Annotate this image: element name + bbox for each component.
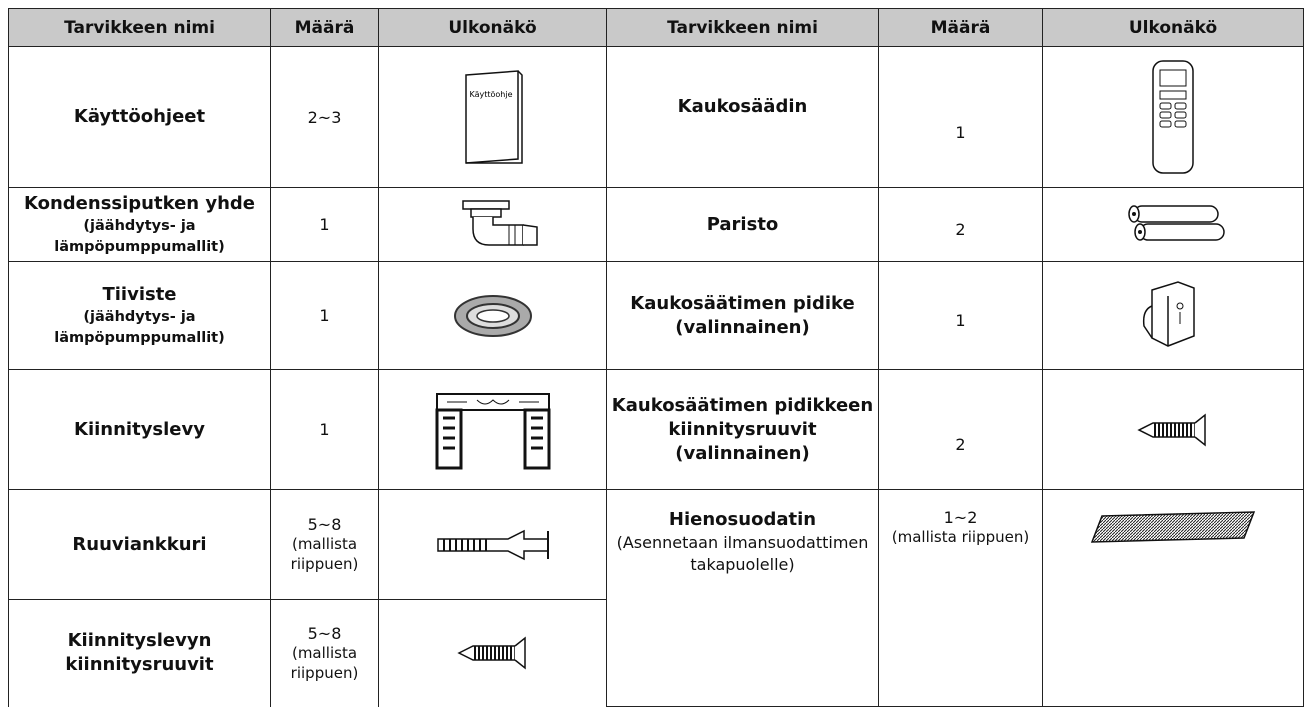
row: Kondenssiputken yhde (jäähdytys- ja lämpö…: [8, 187, 1304, 262]
header-row: Tarvikkeen nimi Määrä Ulkonäkö Tarvikkee…: [8, 8, 1304, 47]
item-name: Kiinnityslevyn kiinnitysruuvit: [65, 630, 214, 676]
seal-icon: [453, 294, 532, 337]
item-name: Kaukosäädin: [677, 96, 808, 117]
item-note: (jäähdytys- ja lämpöpumppumallit): [54, 308, 225, 346]
row: Ruuviankkuri 5~8 (mallista riippuen) Hien…: [8, 489, 1304, 707]
header-cell: Määrä: [270, 8, 379, 47]
booklet-icon: Käyttöohje: [464, 70, 523, 164]
item-name: Käyttöohjeet: [73, 106, 206, 127]
item-name: Kaukosäätimen pidike (valinnainen): [630, 292, 855, 338]
row: Kiinnityslevyn kiinnitysruuvit 5~8 (malli…: [8, 599, 1304, 707]
holder-icon: [1142, 280, 1195, 347]
quantity-note: (mallista riippuen): [290, 535, 359, 573]
quantity: 2~3: [307, 107, 342, 127]
item-name: Kaukosäätimen pidikkeen kiinnitysruuvit …: [611, 394, 874, 464]
accessory-table: Tarvikkeen nimi Määrä Ulkonäkö Tarvikkee…: [8, 8, 1304, 707]
row: Tiiviste (jäähdytys- ja lämpöpumppumallit…: [8, 261, 1304, 370]
remote-icon: [1152, 60, 1194, 174]
item-name: Kiinnityslevy: [74, 418, 205, 440]
screw-icon: [1137, 412, 1206, 447]
quantity: 5~8: [307, 515, 342, 534]
header-cell: Määrä: [878, 8, 1043, 47]
quantity: 1: [319, 215, 330, 234]
item-name: Ruuviankkuri: [72, 533, 207, 555]
item-note: (Asennetaan ilmansuodattimen takapuolell…: [616, 533, 869, 574]
screw-icon: [456, 636, 526, 670]
item-name: Hienosuodatin: [668, 509, 817, 530]
quantity: 1: [955, 122, 966, 142]
quantity-note: (mallista riippuen): [290, 643, 359, 682]
quantity-note: (mallista riippuen): [891, 528, 1030, 546]
item-name: Kondenssiputken yhde: [23, 192, 256, 214]
filter-icon: [1090, 511, 1256, 543]
quantity: 1: [319, 306, 330, 325]
item-note: (jäähdytys- ja lämpöpumppumallit): [54, 217, 225, 255]
pipe-connector-icon: [461, 199, 538, 246]
mounting-plate-icon: [435, 392, 550, 469]
header-cell: Ulkonäkö: [378, 8, 607, 47]
header-cell: Tarvikkeen nimi: [8, 8, 271, 47]
item-name: Tiiviste: [102, 283, 177, 305]
booklet-label: Käyttöohje: [469, 90, 512, 99]
quantity: 2: [955, 220, 966, 239]
row: Kiinnityslevy 1 Kaukosäätimen pidikkeen …: [8, 369, 1304, 490]
header-cell: Tarvikkeen nimi: [606, 8, 879, 47]
header-cell: Ulkonäkö: [1042, 8, 1304, 47]
quantity: 2: [955, 435, 966, 454]
quantity: 5~8: [307, 623, 342, 643]
quantity: 1: [319, 420, 330, 439]
quantity: 1~2: [943, 508, 978, 527]
anchor-icon: [436, 529, 549, 560]
battery-icon: [1128, 204, 1225, 241]
quantity: 1: [955, 311, 966, 330]
row: Käyttöohjeet 2~3 Käyttöohje Kaukosäädin …: [8, 46, 1304, 188]
item-name: Paristo: [706, 213, 779, 235]
